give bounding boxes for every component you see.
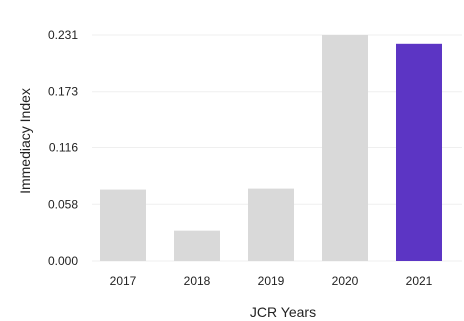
y-tick-label: 0.231 [48,28,78,42]
x-tick-label: 2021 [406,274,433,288]
y-tick-label: 0.173 [48,85,78,99]
bar-2020 [322,35,368,261]
y-axis-title: Immediacy Index [17,88,33,194]
x-axis-ticks: 2017 2018 2019 2020 2021 [110,274,433,288]
x-tick-label: 2019 [258,274,285,288]
x-tick-label: 2020 [332,274,359,288]
x-tick-label: 2018 [184,274,211,288]
bar-2021 [396,43,442,262]
bar-2017 [100,189,146,261]
bar-2019 [248,188,294,261]
y-tick-label: 0.058 [48,197,78,211]
y-axis-ticks: 0.000 0.058 0.116 0.173 0.231 [48,28,78,268]
x-tick-label: 2017 [110,274,137,288]
y-tick-label: 0.000 [48,254,78,268]
bars [100,35,442,262]
y-tick-label: 0.116 [49,141,78,155]
bar-2018 [174,230,220,261]
x-axis-title: JCR Years [250,304,316,320]
